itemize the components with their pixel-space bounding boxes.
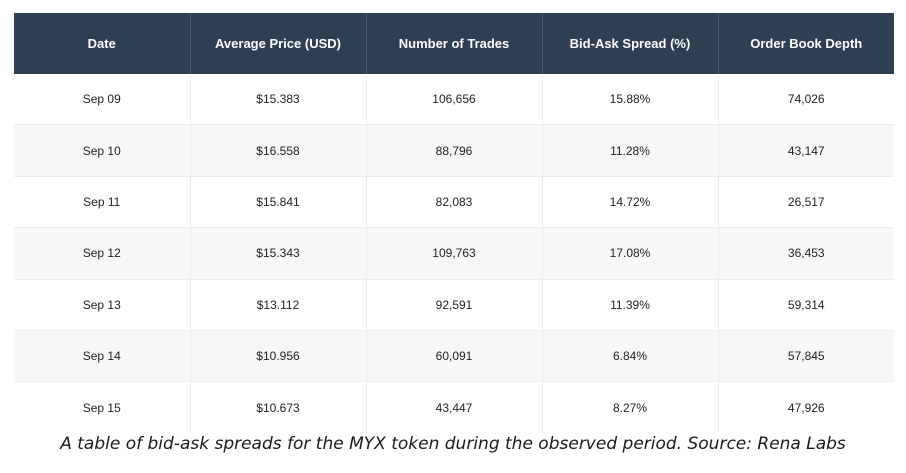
cell-number-of-trades: 82,083 xyxy=(366,176,543,229)
cell-order-book-depth: 47,926 xyxy=(787,400,825,415)
cell-order-book-depth: 74,026 xyxy=(718,74,894,126)
table-row: Sep 15 $10.673 43,447 8.27% 47,926 xyxy=(14,381,894,433)
table-body: Sep 09 $15.383 106,656 15.88% 74,026 Sep… xyxy=(14,74,894,433)
cell-order-book-depth: 57,845 xyxy=(718,330,894,383)
header-number-of-trades: Number of Trades xyxy=(366,13,543,74)
header-order-book-depth: Order Book Depth xyxy=(750,36,863,51)
cell-bid-ask-spread: 11.28% xyxy=(542,124,719,177)
header-average-price: Average Price (USD) xyxy=(190,13,367,74)
table-row: Sep 10 $16.558 88,796 11.28% 43,147 xyxy=(14,124,894,177)
header-bid-ask-spread: Bid-Ask Spread (%) xyxy=(542,13,719,74)
cell-date: Sep 14 xyxy=(14,330,191,383)
cell-average-price: $15.383 xyxy=(190,74,367,126)
header-row: Date Average Price (USD) Number of Trade… xyxy=(14,13,894,74)
cell-bid-ask-spread: 15.88% xyxy=(542,74,719,126)
cell-order-book-depth: 59,314 xyxy=(718,279,894,331)
cell-order-book-depth: 43,147 xyxy=(718,124,894,177)
cell-number-of-trades: 43,447 xyxy=(366,381,543,433)
table-row: Sep 14 $10.956 60,091 6.84% 57,845 xyxy=(14,330,894,383)
cell-average-price: $15.343 xyxy=(190,227,367,280)
cell-bid-ask-spread: 17.08% xyxy=(542,227,719,280)
cell-date: Sep 09 xyxy=(14,74,191,126)
cell-order-book-depth: 26,517 xyxy=(718,176,894,229)
table-caption: A table of bid-ask spreads for the MYX t… xyxy=(60,434,846,454)
cell-average-price: $16.558 xyxy=(190,124,367,177)
data-table: Date Average Price (USD) Number of Trade… xyxy=(14,13,894,433)
cell-number-of-trades: 60,091 xyxy=(366,330,543,383)
table-header: Date Average Price (USD) Number of Trade… xyxy=(14,13,894,74)
cell-average-price: $10.956 xyxy=(190,330,367,383)
table-container: Date Average Price (USD) Number of Trade… xyxy=(14,13,894,433)
cell-average-price: $10.673 xyxy=(190,381,367,433)
cell-order-book-depth: 36,453 xyxy=(718,227,894,280)
table-row: Sep 13 $13.112 92,591 11.39% 59,314 xyxy=(14,279,894,331)
cell-date: Sep 10 xyxy=(14,124,191,177)
table-row: Sep 12 $15.343 109,763 17.08% 36,453 xyxy=(14,227,894,280)
cell-bid-ask-spread: 11.39% xyxy=(542,279,719,331)
cell-bid-ask-spread: 8.27% xyxy=(542,381,719,433)
cell-number-of-trades: 92,591 xyxy=(366,279,543,331)
cell-number-of-trades: 88,796 xyxy=(366,124,543,177)
table-row: Sep 09 $15.383 106,656 15.88% 74,026 xyxy=(14,74,894,126)
cell-bid-ask-spread: 14.72% xyxy=(542,176,719,229)
cell-date: Sep 15 xyxy=(14,381,191,433)
cell-date: Sep 11 xyxy=(14,176,191,229)
cell-bid-ask-spread: 6.84% xyxy=(542,330,719,383)
cell-average-price: $15.841 xyxy=(190,176,367,229)
table-row: Sep 11 $15.841 82,083 14.72% 26,517 xyxy=(14,176,894,229)
cell-date: Sep 12 xyxy=(14,227,191,280)
cell-number-of-trades: 106,656 xyxy=(366,74,543,126)
cell-number-of-trades: 109,763 xyxy=(366,227,543,280)
cell-date: Sep 13 xyxy=(14,279,191,331)
header-date: Date xyxy=(14,13,191,74)
cell-average-price: $13.112 xyxy=(190,279,367,331)
